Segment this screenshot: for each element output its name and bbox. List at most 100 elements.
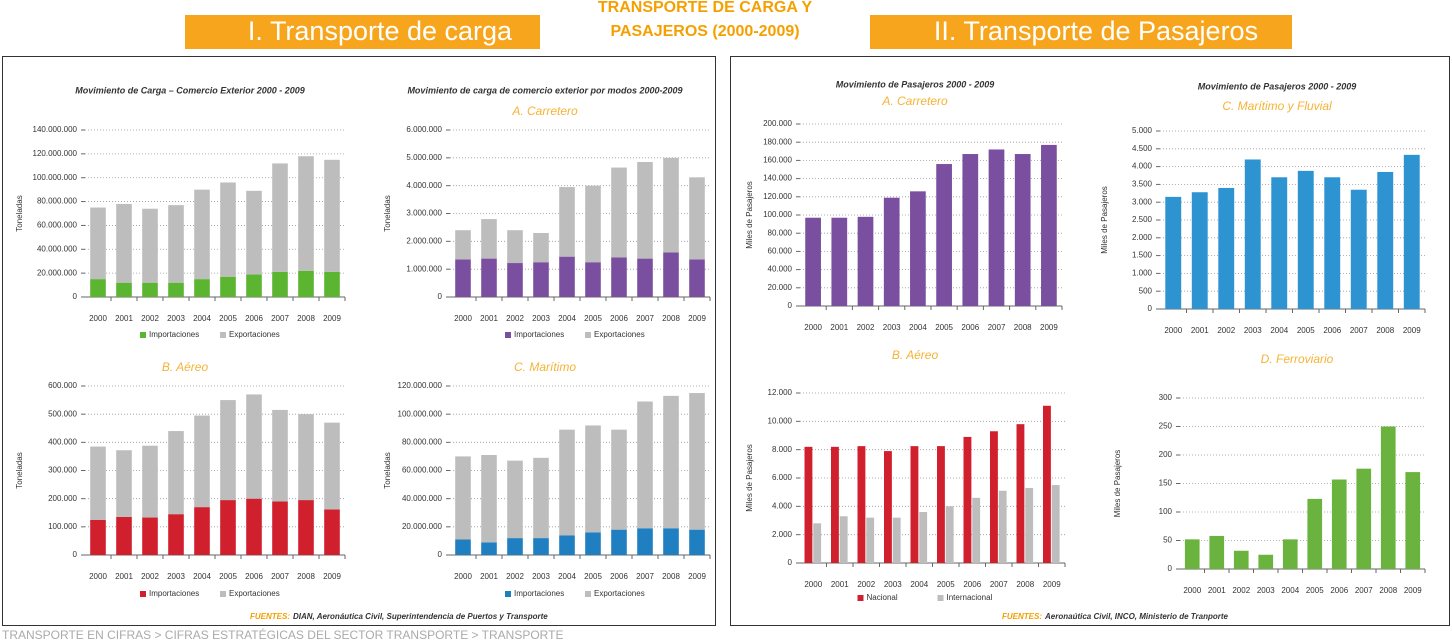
bar-segment	[663, 157, 679, 253]
x-tick-label: 2007	[636, 314, 654, 323]
legend-label: Exportaciones	[594, 589, 645, 598]
bar-segment	[585, 262, 601, 297]
bar-segment	[663, 395, 679, 529]
bar	[831, 446, 839, 563]
x-tick-label: 2002	[857, 580, 875, 589]
y-axis-label: Toneladas	[15, 195, 24, 231]
y-tick-label: 100.000	[48, 522, 77, 531]
x-tick-label: 2005	[584, 314, 602, 323]
sources-label: FUENTES:	[250, 612, 290, 621]
y-tick-label: 0	[788, 558, 793, 567]
bar-segment	[272, 501, 288, 555]
x-tick-label: 2006	[245, 572, 263, 581]
x-tick-label: 2006	[610, 314, 628, 323]
bar-segment	[142, 208, 158, 283]
chart-subtitle: C. Marítimo	[514, 360, 576, 374]
y-tick-label: 20.000	[768, 283, 793, 292]
bar	[1324, 177, 1341, 309]
x-tick-label: 2003	[532, 314, 550, 323]
y-tick-label: 2.000	[1132, 233, 1153, 242]
bar	[1356, 468, 1372, 569]
x-tick-label: 2000	[89, 314, 107, 323]
center-title: TRANSPORTE DE CARGA Y	[598, 0, 813, 16]
y-tick-label: 4.000	[1132, 162, 1153, 171]
bar	[883, 197, 900, 306]
bar-segment	[90, 446, 106, 520]
y-tick-label: 120.000	[763, 192, 792, 201]
banner-left	[185, 15, 540, 49]
bar	[1377, 171, 1394, 309]
y-tick-label: 180.000	[763, 137, 792, 146]
x-tick-label: 2007	[1355, 586, 1373, 595]
y-tick-label: 20.000.000	[37, 268, 78, 277]
x-tick-label: 2003	[1244, 326, 1262, 335]
panel-left	[2, 56, 716, 626]
x-tick-label: 2004	[1281, 586, 1299, 595]
y-tick-label: 3.000.000	[406, 209, 442, 218]
bar	[1403, 154, 1420, 309]
x-tick-label: 2009	[323, 572, 341, 581]
bar	[910, 191, 926, 306]
x-tick-label: 2009	[688, 572, 706, 581]
bar	[972, 497, 981, 563]
sources-text: Aeronaútica Civil, INCO, Ministerio de T…	[1044, 612, 1229, 621]
legend-label: Internacional	[947, 593, 993, 602]
x-tick-label: 2008	[662, 314, 680, 323]
y-tick-label: 80.000.000	[37, 197, 78, 206]
bar-segment	[533, 232, 549, 263]
bar-segment	[663, 528, 679, 555]
y-tick-label: 50	[1163, 536, 1172, 545]
bar-segment	[194, 189, 210, 280]
y-tick-label: 6.000.000	[406, 125, 442, 134]
bar-segment	[689, 529, 705, 555]
bar	[1331, 479, 1347, 569]
x-tick-label: 2005	[1306, 586, 1324, 595]
bar-segment	[611, 529, 627, 555]
y-tick-label: 0	[73, 550, 78, 559]
x-tick-label: 2007	[990, 580, 1008, 589]
x-tick-label: 2008	[1016, 580, 1034, 589]
footer: TRANSPORTE EN CIFRAS > CIFRAS ESTRATÉGIC…	[2, 627, 563, 642]
y-tick-label: 140.000	[763, 174, 792, 183]
x-tick-label: 2008	[662, 572, 680, 581]
bar-segment	[507, 538, 523, 555]
x-tick-label: 2005	[935, 323, 953, 332]
bar	[988, 149, 1005, 306]
bar	[1405, 472, 1421, 569]
y-axis-label: Miles de Pasajeros	[745, 181, 754, 249]
x-tick-label: 2006	[245, 314, 263, 323]
x-tick-label: 2005	[937, 580, 955, 589]
y-tick-label: 12.000	[768, 388, 793, 397]
y-axis-label: Miles de Pasajeros	[1100, 186, 1109, 254]
legend-swatch	[937, 595, 944, 601]
bar-segment	[663, 252, 679, 297]
x-tick-label: 2006	[610, 572, 628, 581]
bar-segment	[559, 535, 575, 555]
y-tick-label: 40.000.000	[402, 494, 443, 503]
y-tick-label: 200.000	[48, 494, 77, 503]
bar-segment	[90, 279, 106, 297]
legend-label: Importaciones	[514, 330, 564, 339]
bar	[963, 436, 972, 563]
bar-segment	[533, 262, 549, 297]
bar	[831, 217, 848, 306]
y-tick-label: 60.000	[768, 247, 793, 256]
chart-subtitle: B. Aéreo	[162, 360, 209, 374]
bar-segment	[272, 271, 288, 297]
x-tick-label: 2005	[584, 572, 602, 581]
y-tick-label: 5.000.000	[406, 153, 442, 162]
bar	[1218, 187, 1235, 309]
bar-segment	[246, 498, 262, 555]
y-tick-label: 40.000	[768, 265, 793, 274]
bar	[962, 154, 979, 306]
center-title: PASAJEROS (2000-2009)	[610, 23, 799, 40]
x-tick-label: 2008	[1376, 326, 1394, 335]
bar	[1184, 539, 1200, 569]
y-tick-label: 200	[1159, 450, 1173, 459]
y-tick-label: 8.000	[772, 445, 793, 454]
bar	[1307, 498, 1323, 569]
y-tick-label: 100.000	[763, 210, 792, 219]
bar	[1233, 550, 1249, 569]
bar	[919, 512, 928, 563]
